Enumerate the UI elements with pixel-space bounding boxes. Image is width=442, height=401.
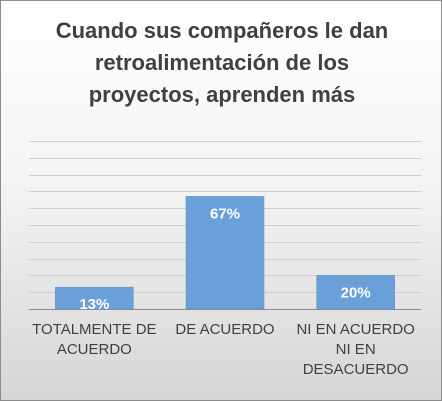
category-label-ni-en-acuerdo: NI EN ACUERDO NI EN DESACUERDO bbox=[296, 321, 415, 378]
chart-title: Cuando sus compañeros le dan retroalimen… bbox=[55, 18, 389, 107]
bar-1 bbox=[185, 196, 265, 310]
bar-0 bbox=[55, 286, 134, 310]
bar-2 bbox=[316, 275, 395, 310]
data-label-1: 67% bbox=[210, 205, 240, 222]
data-label-2: 20% bbox=[341, 284, 371, 301]
category-label-totalmente-de-acuerdo: TOTALMENTE DE ACUERDO bbox=[32, 321, 157, 358]
category-label-de-acuerdo: DE ACUERDO bbox=[175, 321, 275, 338]
data-label-0: 13% bbox=[79, 296, 109, 313]
